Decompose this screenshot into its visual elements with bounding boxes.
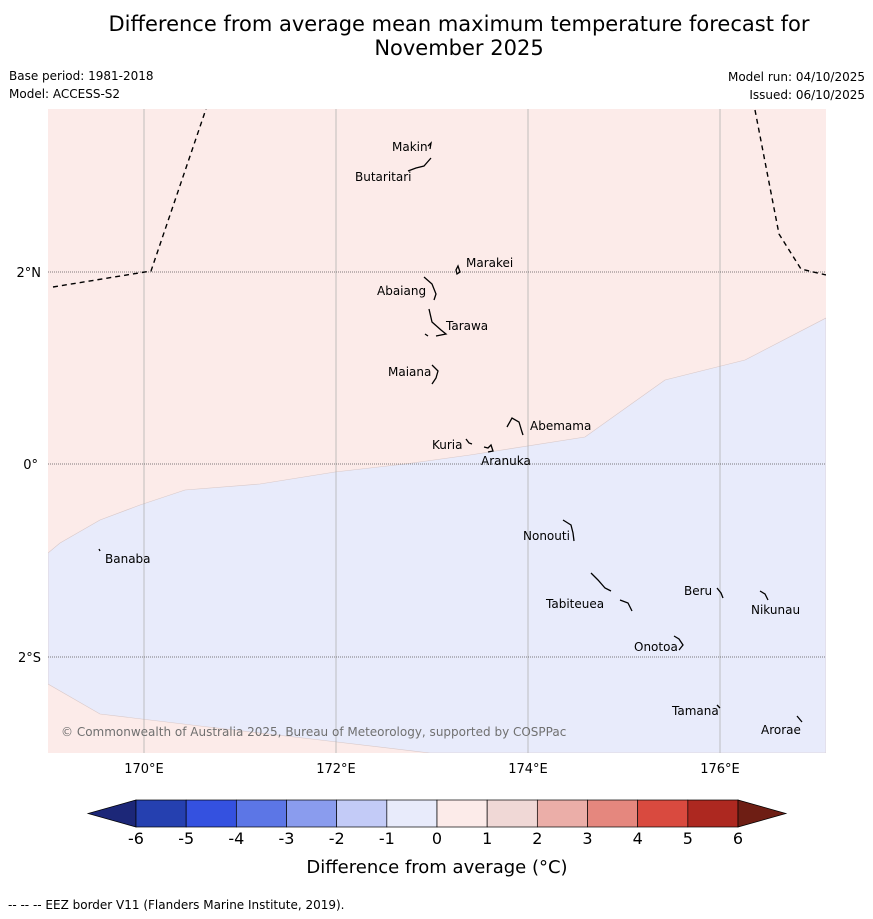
label-nonouti: Nonouti (523, 529, 570, 543)
eez-border-east (754, 109, 826, 276)
colorbar-extend-high (737, 799, 788, 828)
islands (98, 141, 803, 723)
title-line-1: Difference from average mean maximum tem… (108, 12, 810, 36)
label-maiana: Maiana (388, 365, 431, 379)
label-marakei: Marakei (466, 256, 513, 270)
island-maiana (431, 364, 439, 385)
island-makin (427, 141, 432, 150)
copyright-text: © Commonwealth of Australia 2025, Bureau… (61, 725, 566, 739)
island-kuria (465, 438, 473, 445)
colorbar-tick-label: -4 (228, 829, 244, 848)
colorbar-extend-low (86, 799, 137, 828)
lat-label-2n: 2°N (17, 266, 42, 281)
title-line-2: November 2025 (374, 36, 544, 60)
label-aranuka: Aranuka (481, 454, 531, 468)
colorbar-tick-label: 0 (432, 829, 442, 848)
colorbar-segment (386, 799, 438, 828)
island-onotoa (673, 635, 684, 651)
colorbar-segment (135, 799, 187, 828)
issued-text: Issued: 06/10/2025 (749, 88, 865, 102)
colorbar-segment (336, 799, 388, 828)
eez-border-west (52, 109, 207, 288)
colorbar-label: Difference from average (°C) (306, 857, 567, 878)
map-panel: Makin Butaritari Marakei Abaiang Tarawa … (48, 109, 826, 753)
island-nonouti (562, 519, 575, 542)
island-marakei (455, 264, 461, 276)
colorbar-segment (536, 799, 588, 828)
island-aranuka (483, 443, 494, 453)
colorbar-tick-label: 1 (482, 829, 492, 848)
lon-label-174: 174°E (508, 762, 548, 777)
colorbar-segment (235, 799, 287, 828)
lon-label-170: 170°E (124, 762, 164, 777)
lon-label-172: 172°E (316, 762, 356, 777)
island-arorae (796, 715, 803, 723)
island-nikunau (759, 590, 769, 601)
colorbar-segment (436, 799, 488, 828)
label-tabiteuea: Tabiteuea (545, 597, 604, 611)
lon-labels: 170°E 172°E 174°E 176°E (124, 762, 740, 777)
label-makin: Makin (392, 140, 428, 154)
lat-label-0: 0° (23, 458, 38, 473)
lon-label-176: 176°E (700, 762, 740, 777)
label-kuria: Kuria (432, 438, 463, 452)
base-period-text: Base period: 1981-2018 (9, 69, 154, 83)
label-abaiang: Abaiang (377, 284, 426, 298)
model-run-text: Model run: 04/10/2025 (727, 70, 865, 84)
colorbar-tick-label: -2 (329, 829, 345, 848)
colorbar-tick-label: 6 (733, 829, 743, 848)
label-butaritari: Butaritari (355, 170, 412, 184)
island-tabiteuea (590, 572, 633, 612)
colorbar-tick-label: -5 (178, 829, 194, 848)
label-banaba: Banaba (105, 552, 151, 566)
graticule (48, 109, 826, 753)
label-arorae: Arorae (761, 723, 801, 737)
colorbar-segment (286, 799, 338, 828)
model-text: Model: ACCESS-S2 (9, 87, 121, 101)
colorbar-segment (587, 799, 639, 828)
colorbar-segment (185, 799, 237, 828)
meta-right: Model run: 04/10/2025 Issued: 06/10/2025 (728, 68, 865, 104)
label-nikunau: Nikunau (751, 603, 800, 617)
colorbar-tick-label: -3 (279, 829, 295, 848)
cool-anomaly-region (48, 317, 826, 753)
colorbar-ticks: -6 -5 -4 -3 -2 -1 0 1 2 3 4 5 6 (128, 829, 743, 848)
island-butaritari (407, 157, 432, 172)
colorbar-segment (637, 799, 689, 828)
lat-labels: 2°N 0° 2°S (17, 266, 42, 666)
island-abaiang (423, 276, 437, 301)
colorbar-tick-label: -1 (379, 829, 395, 848)
place-labels: Makin Butaritari Marakei Abaiang Tarawa … (105, 140, 801, 737)
colorbar-tick-label: 5 (683, 829, 693, 848)
colorbar-tick-label: -6 (128, 829, 144, 848)
eez-borders (52, 109, 826, 288)
label-tarawa: Tarawa (445, 319, 488, 333)
label-beru: Beru (684, 584, 712, 598)
meta-left: Base period: 1981-2018 Model: ACCESS-S2 (9, 67, 154, 103)
colorbar (86, 799, 788, 828)
colorbar-tick-label: 4 (633, 829, 643, 848)
island-beru (716, 587, 724, 599)
colorbar-tick-label: 3 (582, 829, 592, 848)
colorbar-segment (486, 799, 538, 828)
island-tarawa (424, 308, 448, 337)
map-title: Difference from average mean maximum tem… (0, 12, 873, 60)
footer-note: -- -- -- EEZ border V11 (Flanders Marine… (8, 898, 345, 912)
island-tamana (716, 704, 721, 709)
label-onotoa: Onotoa (634, 640, 678, 654)
island-abemama (506, 417, 524, 436)
colorbar-tick-label: 2 (532, 829, 542, 848)
island-banaba (98, 548, 101, 552)
label-abemama: Abemama (530, 419, 591, 433)
colorbar-segment (687, 799, 739, 828)
lat-label-2s: 2°S (18, 651, 41, 666)
label-tamana: Tamana (671, 704, 719, 718)
